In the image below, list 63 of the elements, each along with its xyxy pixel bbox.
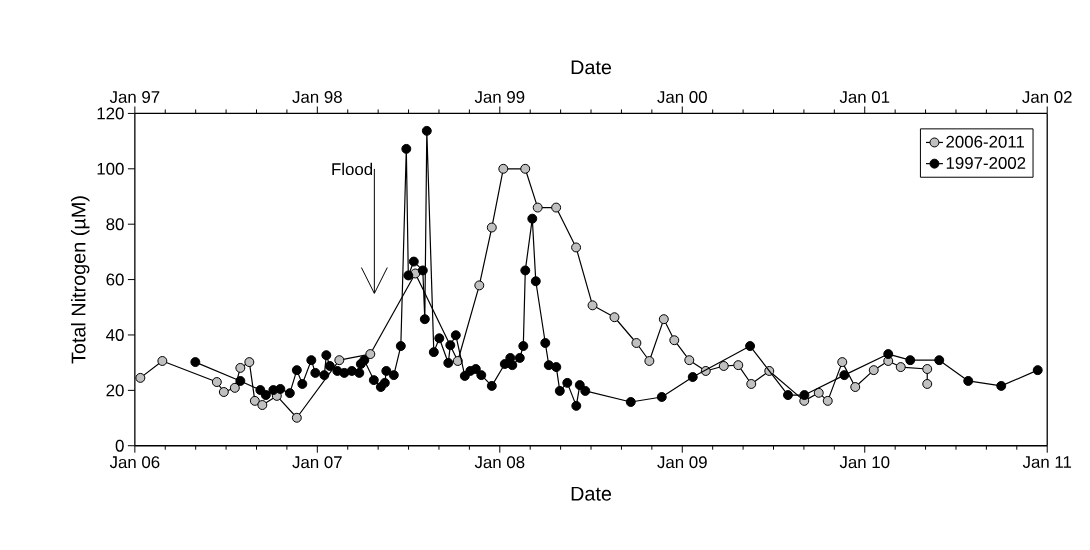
point (813, 387, 824, 398)
y-tick-label: 120 (97, 107, 124, 120)
point (257, 399, 268, 410)
legend-label: 2006-2011 (946, 135, 1024, 148)
point (244, 357, 255, 367)
point (235, 362, 246, 373)
x-axis-title: Date (571, 486, 612, 501)
point (895, 362, 906, 372)
x-tick-label: Jan 09 (657, 456, 707, 469)
point (631, 337, 642, 348)
point (135, 372, 146, 383)
point (669, 335, 680, 346)
point (922, 363, 933, 374)
point (486, 222, 497, 233)
point (746, 378, 757, 389)
point (684, 355, 695, 366)
y-tick-label: 0 (115, 439, 124, 452)
point (644, 355, 655, 366)
point (822, 395, 833, 406)
annotation: Flood (332, 162, 373, 176)
point (718, 360, 729, 371)
x2-tick-label: Jan 98 (292, 90, 342, 103)
point (157, 355, 168, 366)
point (218, 386, 229, 397)
point (452, 355, 463, 366)
x2-tick-label: Jan 97 (109, 90, 160, 103)
point (498, 163, 509, 174)
y-tick-label: 40 (106, 328, 124, 341)
point (837, 357, 848, 367)
y-tick-label: 60 (106, 273, 124, 286)
point (733, 360, 744, 371)
y-tick-label: 20 (106, 384, 124, 397)
legend-label: 1997-2002 (946, 156, 1026, 169)
point (474, 280, 485, 291)
x-tick-label: Jan 11 (1022, 456, 1072, 468)
x2-tick-label: Jan 02 (1022, 90, 1072, 103)
point (229, 382, 240, 393)
x2-tick-label: Jan 00 (657, 90, 707, 103)
y-axis-title: Total Nitrogen (µM) (70, 196, 90, 364)
y-tick-label: 100 (97, 162, 124, 175)
x2-tick-label: Jan 01 (839, 90, 890, 103)
x2-tick-label: Jan 99 (474, 90, 525, 103)
x-tick-label: Jan 07 (292, 456, 342, 469)
point (334, 355, 345, 366)
point (211, 376, 222, 387)
point (532, 202, 543, 213)
x-tick-label: Jan 08 (474, 456, 525, 469)
y-tick-label: 80 (106, 218, 124, 231)
point (249, 395, 260, 406)
point (551, 202, 562, 213)
point (291, 412, 302, 423)
point (571, 242, 582, 253)
point (850, 381, 861, 392)
point (868, 365, 879, 376)
point (609, 312, 620, 323)
point (587, 300, 598, 311)
x-tick-label: Jan 10 (839, 456, 890, 469)
x2-axis-title: Date (571, 60, 612, 75)
point (922, 378, 933, 389)
point (365, 349, 376, 359)
x-tick-label: Jan 06 (109, 456, 160, 469)
point (520, 163, 531, 174)
point (658, 314, 669, 325)
